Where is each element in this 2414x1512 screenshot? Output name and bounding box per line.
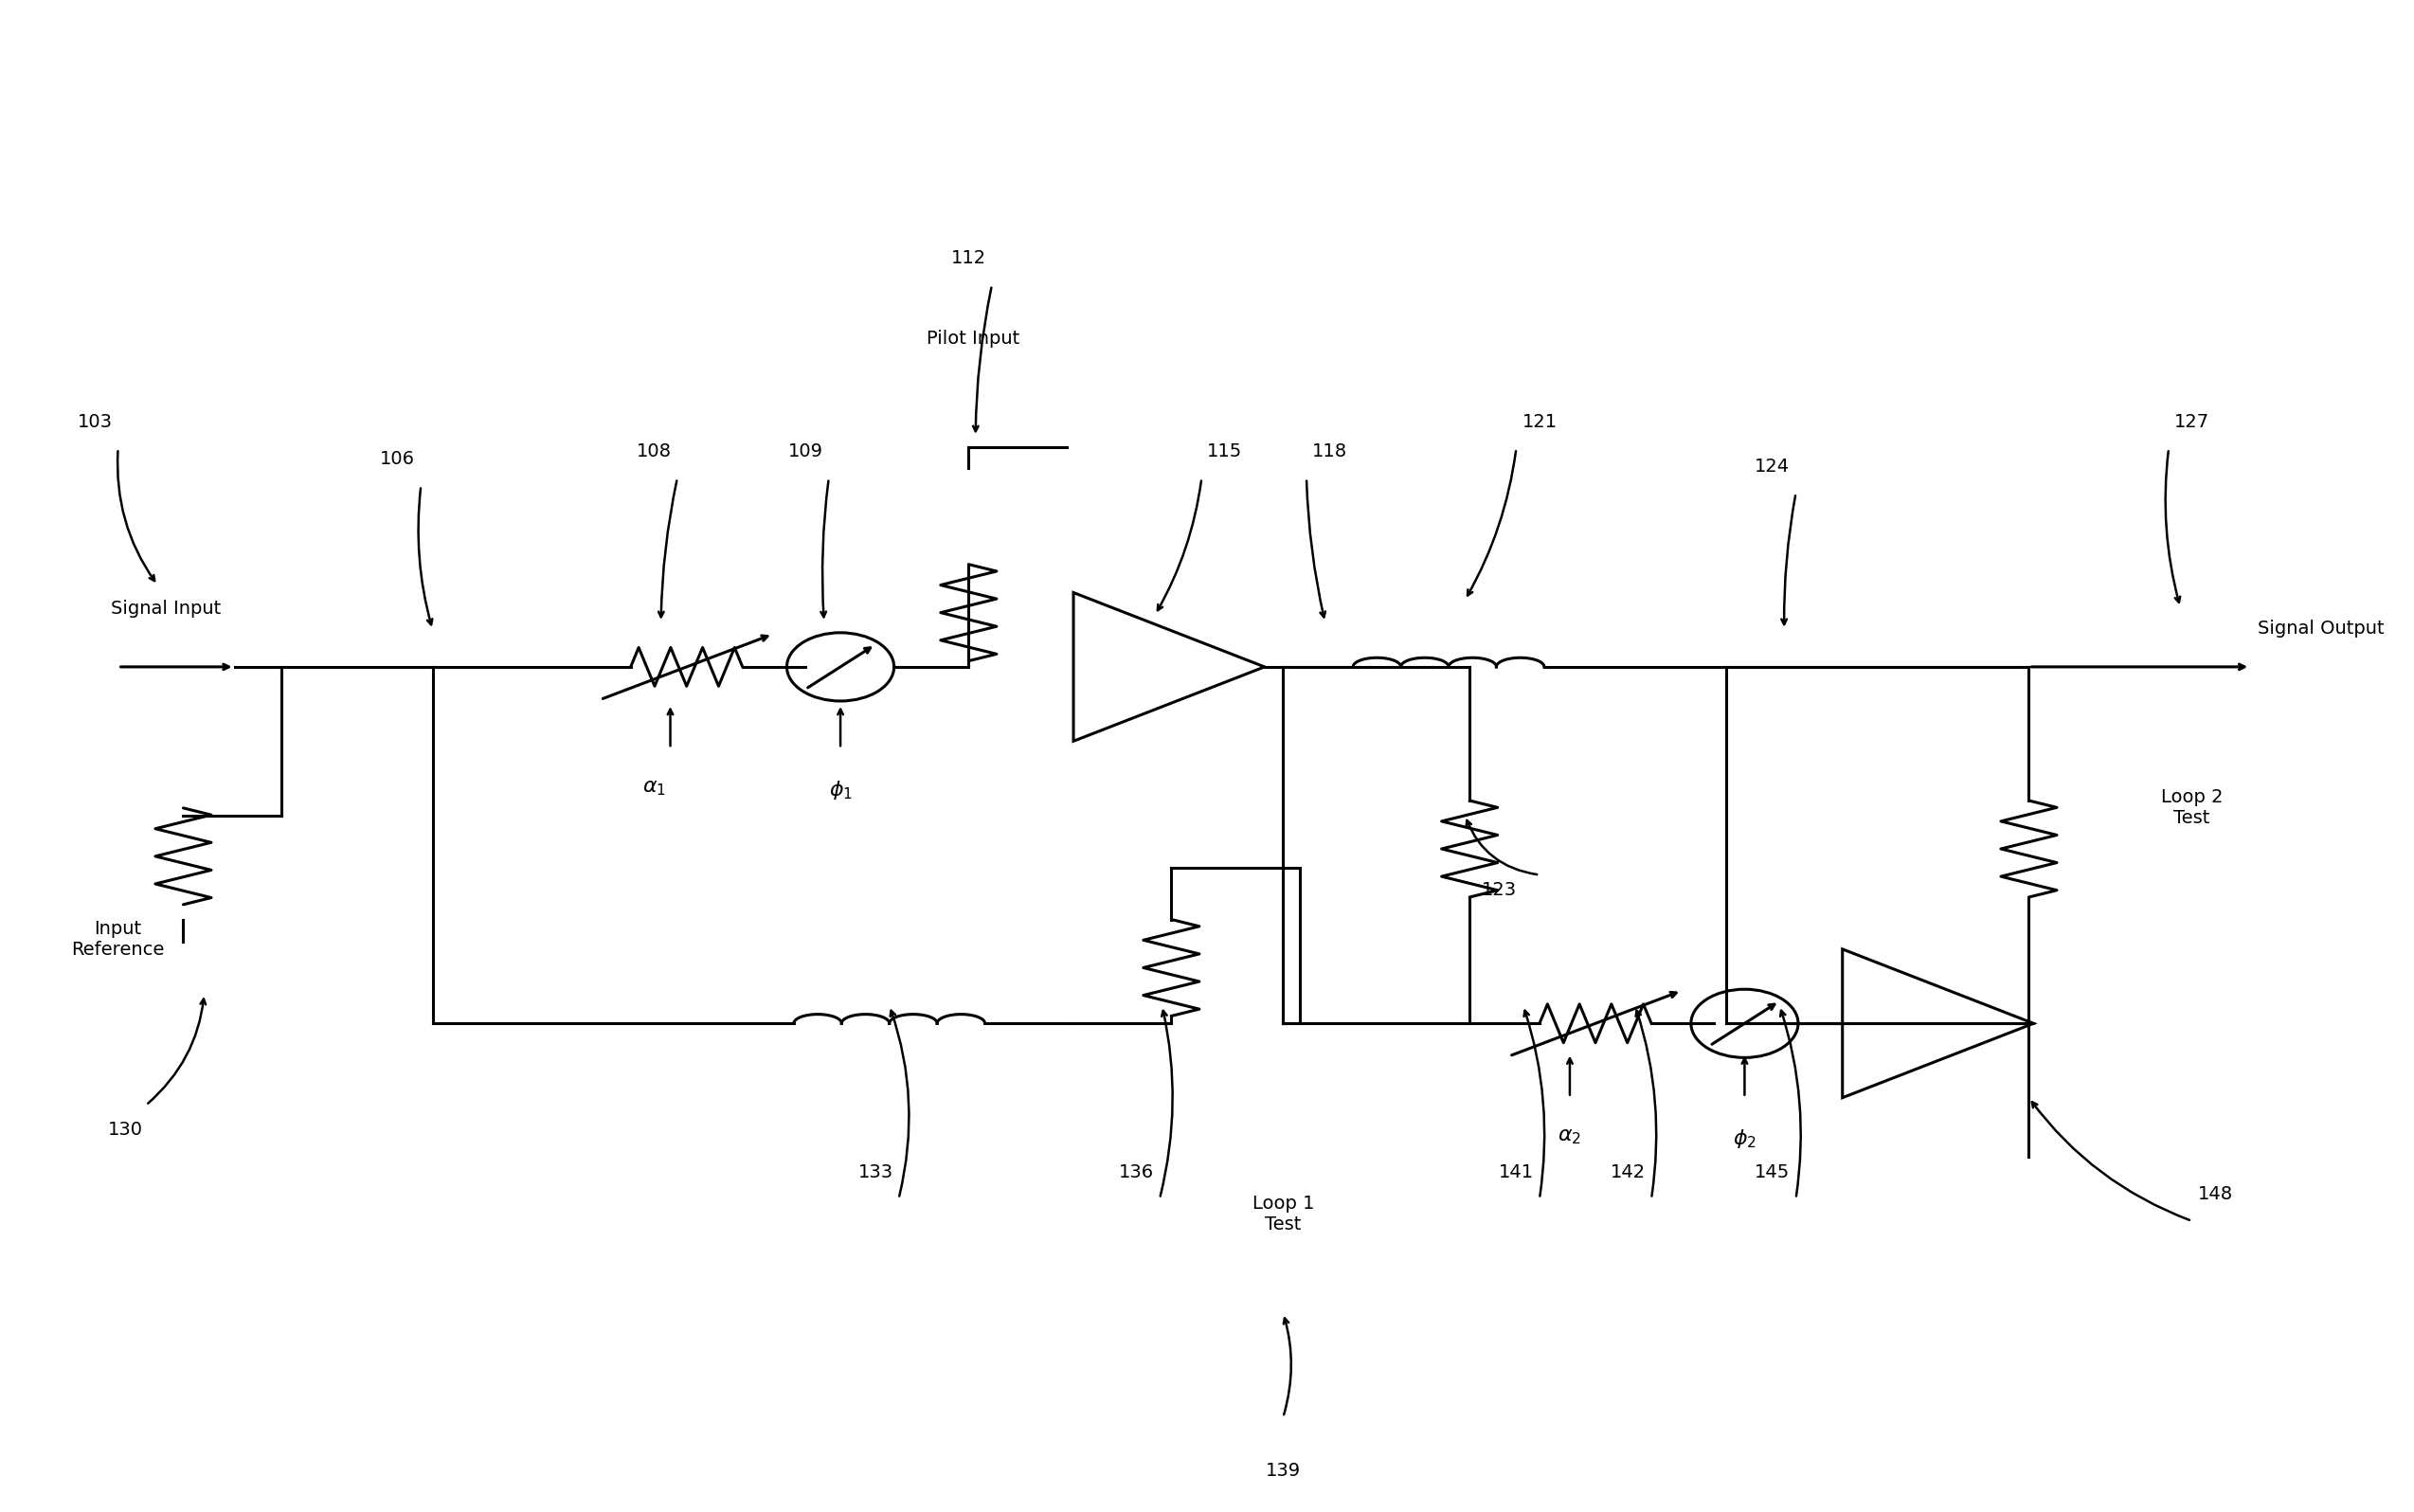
Text: 141: 141 [1499,1163,1533,1181]
Text: Input
Reference: Input Reference [72,919,164,959]
Text: $\alpha_1$: $\alpha_1$ [642,779,666,797]
Text: 109: 109 [787,443,823,461]
Text: Loop 2
Test: Loop 2 Test [2161,789,2223,827]
Text: Signal Output: Signal Output [2257,618,2385,637]
Text: 148: 148 [2197,1185,2233,1204]
Text: 115: 115 [1207,443,1243,461]
Text: 130: 130 [109,1120,142,1139]
Text: 106: 106 [379,451,415,467]
Text: 145: 145 [1755,1163,1791,1181]
Text: 118: 118 [1313,443,1347,461]
Text: 123: 123 [1482,880,1516,898]
Text: 142: 142 [1610,1163,1646,1181]
Text: 108: 108 [637,443,671,461]
Text: Signal Input: Signal Input [111,600,222,618]
Text: Pilot Input: Pilot Input [927,330,1019,348]
Text: $\phi_2$: $\phi_2$ [1733,1128,1757,1151]
Text: 133: 133 [857,1163,893,1181]
Text: $\phi_1$: $\phi_1$ [828,779,852,801]
Text: 127: 127 [2175,413,2209,431]
Text: Loop 1
Test: Loop 1 Test [1253,1194,1313,1234]
Text: 136: 136 [1118,1163,1154,1181]
Text: 121: 121 [1521,413,1557,431]
Text: $\alpha_2$: $\alpha_2$ [1557,1128,1581,1146]
Text: 103: 103 [77,413,111,431]
Text: 139: 139 [1265,1462,1301,1480]
Text: 112: 112 [951,249,987,268]
Text: 124: 124 [1755,457,1791,475]
